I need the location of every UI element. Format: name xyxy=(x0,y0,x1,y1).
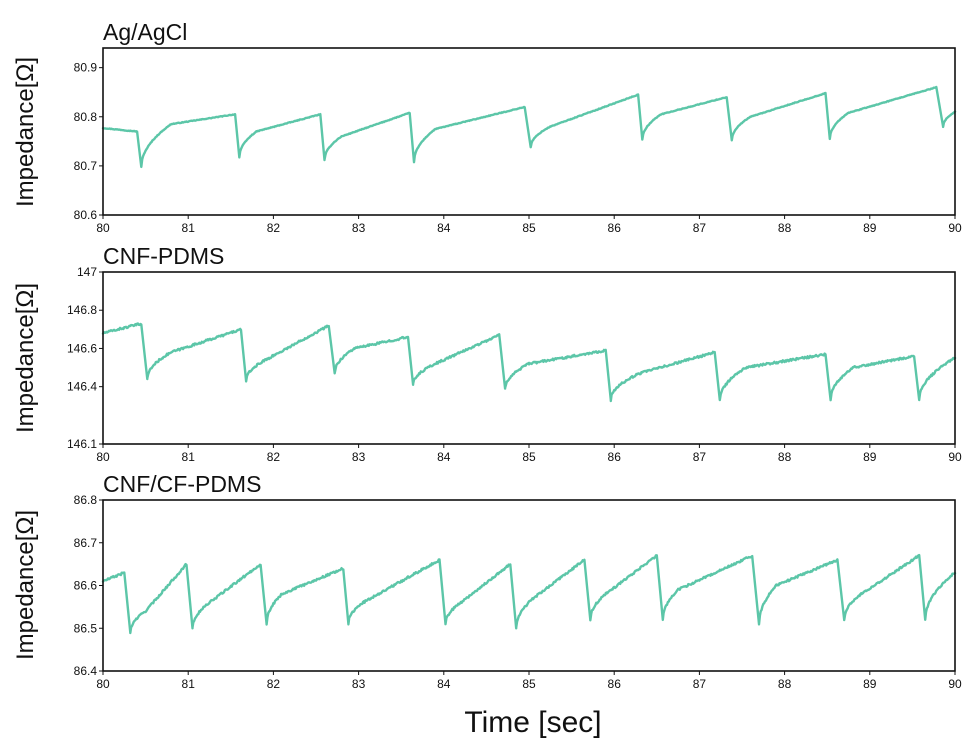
impedance-trace xyxy=(101,322,957,403)
x-tick-label: 82 xyxy=(267,677,281,691)
y-tick-label: 147 xyxy=(77,265,97,279)
x-tick-label: 90 xyxy=(948,221,962,235)
x-tick-label: 88 xyxy=(778,677,792,691)
y-tick-label: 80.6 xyxy=(74,208,98,222)
y-tick-label: 146.6 xyxy=(67,341,97,355)
y-tick-label: 146.1 xyxy=(67,437,97,451)
panel-2: 80 81 82 83 84 85 86 87 88 89 90 146.1 146.4 146.6 146… xyxy=(12,243,962,464)
x-tick-label: 80 xyxy=(96,450,110,464)
x-tick-label: 83 xyxy=(352,677,366,691)
x-tick-label: 84 xyxy=(437,450,451,464)
panel-title: CNF/CF-PDMS xyxy=(103,471,261,497)
x-tick-label: 85 xyxy=(522,677,536,691)
x-tick-label: 90 xyxy=(948,450,962,464)
y-tick-label: 86.6 xyxy=(74,579,98,593)
x-tick-label: 86 xyxy=(608,450,622,464)
x-tick-label: 81 xyxy=(182,450,196,464)
impedance-trace xyxy=(101,553,957,635)
y-tick-label: 146.8 xyxy=(67,303,97,317)
impedance-trace xyxy=(101,85,957,169)
panel-3: 80 81 82 83 84 85 86 87 88 89 90 86.4 86.5 86.6 86.7 86… xyxy=(12,471,962,691)
x-tick-label: 81 xyxy=(182,677,196,691)
x-tick-label: 84 xyxy=(437,221,451,235)
x-tick-label: 83 xyxy=(352,450,366,464)
x-tick-label: 82 xyxy=(267,221,281,235)
y-axis-title: Impedance[Ω] xyxy=(12,510,39,660)
x-tick-label: 88 xyxy=(778,450,792,464)
panel-title: CNF-PDMS xyxy=(103,243,224,269)
x-tick-label: 87 xyxy=(693,221,707,235)
x-tick-label: 82 xyxy=(267,450,281,464)
y-tick-label: 80.8 xyxy=(74,110,98,124)
x-tick-label: 86 xyxy=(608,677,622,691)
y-tick-label: 86.4 xyxy=(74,664,98,678)
panel-title: Ag/AgCl xyxy=(103,19,187,45)
x-tick-label: 85 xyxy=(522,450,536,464)
x-tick-label: 88 xyxy=(778,221,792,235)
y-tick-label: 80.7 xyxy=(74,159,98,173)
x-tick-label: 89 xyxy=(863,221,877,235)
x-tick-label: 80 xyxy=(96,221,110,235)
y-axis-title: Impedance[Ω] xyxy=(12,283,39,433)
x-tick-label: 84 xyxy=(437,677,451,691)
x-tick-label: 83 xyxy=(352,221,366,235)
x-tick-label: 90 xyxy=(948,677,962,691)
y-tick-label: 146.4 xyxy=(67,380,97,394)
plot-frame xyxy=(102,271,956,445)
chart-panels: 80 81 82 83 84 85 86 87 88 89 90 80.6 80.7 80.8 80.9 Ag… xyxy=(12,19,962,691)
x-tick-label: 85 xyxy=(522,221,536,235)
x-axis-title: Time [sec] xyxy=(464,706,601,739)
x-tick-label: 86 xyxy=(608,221,622,235)
x-tick-label: 81 xyxy=(182,221,196,235)
y-tick-label: 86.7 xyxy=(74,536,98,550)
x-tick-label: 89 xyxy=(863,677,877,691)
y-tick-label: 86.5 xyxy=(74,621,98,635)
panel-1: 80 81 82 83 84 85 86 87 88 89 90 80.6 80.7 80.8 80.9 Ag… xyxy=(12,19,962,235)
x-tick-label: 80 xyxy=(96,677,110,691)
x-tick-label: 87 xyxy=(693,677,707,691)
x-tick-label: 87 xyxy=(693,450,707,464)
y-tick-label: 80.9 xyxy=(74,61,98,75)
y-tick-label: 86.8 xyxy=(74,493,98,507)
y-axis-title: Impedance[Ω] xyxy=(12,57,39,207)
x-tick-label: 89 xyxy=(863,450,877,464)
